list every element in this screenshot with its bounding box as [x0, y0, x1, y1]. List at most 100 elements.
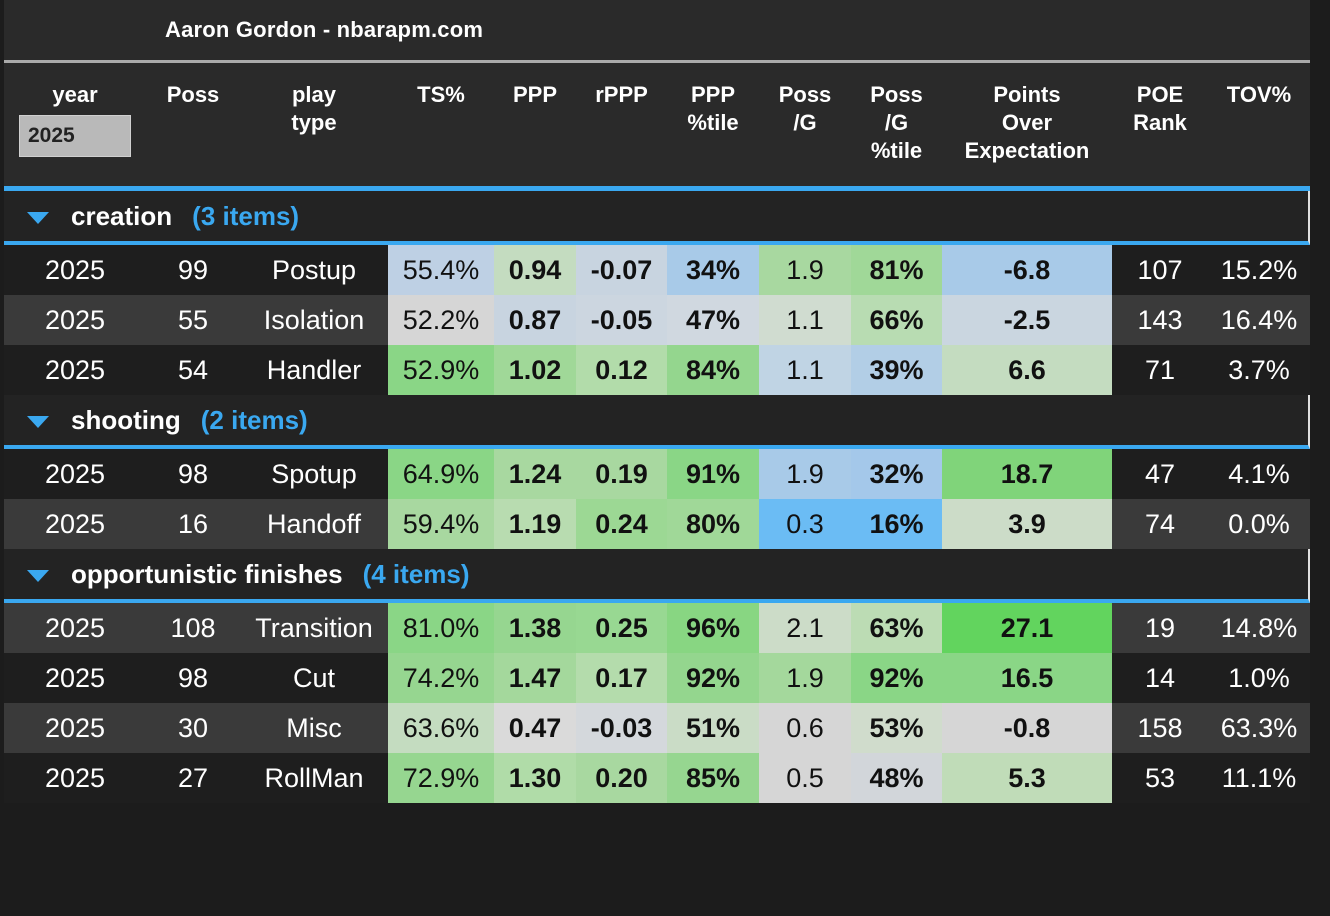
cell-poss: 108 [170, 612, 216, 643]
header-play-type-line2: type [291, 110, 337, 135]
header-poss-g-line1: Poss [778, 82, 832, 107]
header-ppp[interactable]: PPP [494, 63, 576, 186]
cell-poe-rank: 19 [1144, 612, 1176, 643]
cell-poe-rank: 14 [1144, 662, 1176, 693]
cell-play-type: RollMan [264, 762, 364, 793]
cell-ppp: 0.94 [494, 245, 576, 295]
table-row[interactable]: 2025 98 Spotup 64.9% 1.24 0.19 91% 1.9 32% 18.7 47… [4, 449, 1310, 499]
cell-ppp: 1.47 [494, 653, 576, 703]
cell-poe: -2.5 [942, 295, 1112, 345]
cell-year: 2025 [44, 762, 106, 793]
cell-poss-g: 2.1 [759, 603, 851, 653]
cell-year: 2025 [44, 612, 106, 643]
cell-poss-g-pct: 63% [851, 603, 942, 653]
header-poss-g[interactable]: Poss /G [759, 63, 851, 186]
cell-ts: 52.2% [388, 295, 494, 345]
cell-rppp: -0.03 [576, 703, 667, 753]
cell-poe: 6.6 [942, 345, 1112, 395]
cell-poss-g-pct: 81% [851, 245, 942, 295]
cell-ppp-pct: 96% [667, 603, 759, 653]
table-row[interactable]: 2025 27 RollMan 72.9% 1.30 0.20 85% 0.5 48% 5.3 53… [4, 753, 1310, 803]
header-play-type[interactable]: play type [240, 63, 388, 186]
cell-ppp-pct: 51% [667, 703, 759, 753]
header-poe-rank[interactable]: POE Rank [1112, 63, 1208, 186]
cell-poss: 27 [177, 762, 209, 793]
cell-play-type: Isolation [263, 304, 365, 335]
cell-rppp: 0.17 [576, 653, 667, 703]
playtype-table-widget: Aaron Gordon - nbarapm.com year Poss pla… [4, 0, 1310, 803]
group-name: creation [71, 200, 173, 231]
cell-poss-g: 1.1 [759, 295, 851, 345]
table-row[interactable]: 2025 99 Postup 55.4% 0.94 -0.07 34% 1.9 81% -6.8 1… [4, 245, 1310, 295]
header-ppp-pctile-line2: %tile [687, 110, 739, 135]
header-ts-label: TS% [417, 82, 465, 107]
cell-ppp-pct: 47% [667, 295, 759, 345]
table-row[interactable]: 2025 98 Cut 74.2% 1.47 0.17 92% 1.9 92% 16.5 14 1.0… [4, 653, 1310, 703]
cell-poe-rank: 158 [1137, 712, 1183, 743]
header-ppp-pctile[interactable]: PPP %tile [667, 63, 759, 186]
header-tov[interactable]: TOV% [1208, 63, 1310, 186]
table-row[interactable]: 2025 55 Isolation 52.2% 0.87 -0.05 47% 1.1 66% -2… [4, 295, 1310, 345]
cell-tov: 14.8% [1220, 612, 1298, 643]
cell-poss-g-pct: 16% [851, 499, 942, 549]
cell-poss-g-pct: 92% [851, 653, 942, 703]
cell-ppp-pct: 85% [667, 753, 759, 803]
header-ppp-label: PPP [512, 82, 558, 107]
cell-year: 2025 [44, 458, 106, 489]
year-filter-input[interactable] [19, 115, 131, 157]
cell-poe: -6.8 [942, 245, 1112, 295]
cell-poe: 18.7 [942, 449, 1112, 499]
cell-poss-g: 1.9 [759, 245, 851, 295]
cell-play-type: Spotup [271, 458, 357, 489]
table-row[interactable]: 2025 54 Handler 52.9% 1.02 0.12 84% 1.1 39% 6.6 71… [4, 345, 1310, 395]
cell-poss: 30 [177, 712, 209, 743]
group-header-opportunistic-finishes[interactable]: opportunistic finishes (4 items) [4, 549, 1310, 603]
header-poss-g-pctile[interactable]: Poss /G %tile [851, 63, 942, 186]
header-rppp[interactable]: rPPP [576, 63, 667, 186]
cell-rppp: 0.24 [576, 499, 667, 549]
table-row[interactable]: 2025 108 Transition 81.0% 1.38 0.25 96% 2.1 63% 2… [4, 603, 1310, 653]
cell-tov: 15.2% [1220, 254, 1298, 285]
header-tov-label: TOV% [1226, 82, 1292, 107]
cell-poe: 27.1 [942, 603, 1112, 653]
group-count: (4 items) [362, 558, 470, 589]
header-poss[interactable]: Poss [146, 63, 240, 186]
collapse-caret-icon[interactable] [27, 212, 49, 224]
cell-poss: 98 [177, 662, 209, 693]
cell-poe: -0.8 [942, 703, 1112, 753]
group-header-shooting[interactable]: shooting (2 items) [4, 395, 1310, 449]
table-row[interactable]: 2025 16 Handoff 59.4% 1.19 0.24 80% 0.3 16% 3.9 74… [4, 499, 1310, 549]
cell-poe: 3.9 [942, 499, 1112, 549]
cell-ts: 72.9% [388, 753, 494, 803]
cell-year: 2025 [44, 508, 106, 539]
header-poe[interactable]: Points Over Expectation [942, 63, 1112, 186]
cell-poss-g-pct: 48% [851, 753, 942, 803]
cell-tov: 16.4% [1220, 304, 1298, 335]
header-ts[interactable]: TS% [388, 63, 494, 186]
cell-ppp-pct: 92% [667, 653, 759, 703]
group-header-creation[interactable]: creation (3 items) [4, 191, 1310, 245]
cell-poss-g: 1.1 [759, 345, 851, 395]
group-count: (3 items) [192, 200, 300, 231]
cell-ppp: 0.87 [494, 295, 576, 345]
header-poss-g-pctile-line3: %tile [870, 138, 923, 163]
collapse-caret-icon[interactable] [27, 416, 49, 428]
cell-ppp: 1.38 [494, 603, 576, 653]
table-row[interactable]: 2025 30 Misc 63.6% 0.47 -0.03 51% 0.6 53% -0.8 158… [4, 703, 1310, 753]
collapse-caret-icon[interactable] [27, 570, 49, 582]
cell-poe-rank: 53 [1144, 762, 1176, 793]
header-year[interactable]: year [4, 63, 146, 186]
cell-ppp: 0.47 [494, 703, 576, 753]
cell-poss-g: 1.9 [759, 653, 851, 703]
cell-poss-g: 0.5 [759, 753, 851, 803]
cell-poss-g-pct: 53% [851, 703, 942, 753]
cell-poss-g-pct: 66% [851, 295, 942, 345]
cell-poe-rank: 71 [1144, 354, 1176, 385]
cell-play-type: Handler [266, 354, 362, 385]
cell-tov: 4.1% [1228, 458, 1290, 489]
cell-rppp: 0.20 [576, 753, 667, 803]
header-poe-line1: Points [993, 82, 1061, 107]
header-poss-g-pctile-line2: /G [884, 110, 909, 135]
header-year-label: year [52, 82, 98, 107]
cell-poe: 5.3 [942, 753, 1112, 803]
